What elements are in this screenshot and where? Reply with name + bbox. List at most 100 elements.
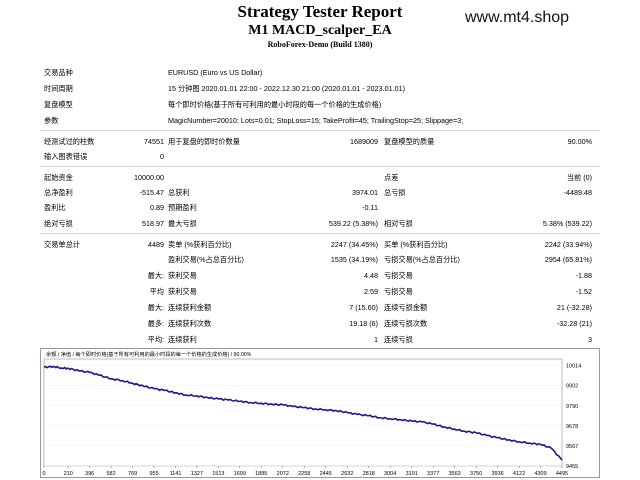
avg-loss-value: -1.52: [575, 287, 592, 296]
ticks-label: 用于复盘的即时价数量: [168, 137, 240, 146]
netprofit-value: -515.47: [139, 188, 164, 197]
broker-build: RoboForex-Demo (Build 1380): [267, 40, 373, 49]
chart-legend: 余额 / 净值 / 每个即时价格(基于所有可利用的最小时段的每一个价格的生成价格…: [46, 350, 252, 358]
cons-lossn-value: -32.28 (21): [556, 319, 592, 328]
reldd-value: 5.38% (539.22): [542, 219, 592, 228]
avg-cons-loss-label: 连续亏损: [384, 335, 413, 344]
win-label: 盈利交易(%占总百分比): [168, 255, 244, 264]
x-tick-label: 582: [106, 471, 115, 477]
x-tick-label: 3936: [491, 471, 503, 477]
x-tick-label: 769: [128, 471, 137, 477]
x-tick-label: 2818: [363, 471, 375, 477]
x-tick-label: 3004: [384, 471, 396, 477]
long-label: 买单 (%获利百分比): [384, 240, 448, 249]
mismatch-value: 0: [160, 152, 164, 161]
grossprofit-value: 3974.01: [352, 188, 378, 197]
x-tick-label: 2072: [277, 471, 289, 477]
balance-line: [43, 365, 563, 461]
cons-profit-value: 19.18 (6): [349, 319, 378, 328]
period-value: 15 分钟图 2020.01.01 22:00 - 2022.12.30 21:…: [168, 84, 405, 93]
x-tick-label: 1327: [191, 471, 203, 477]
x-tick-label: 4122: [513, 471, 525, 477]
short-value: 2247 (34.45%): [330, 240, 378, 249]
avg-label: 平均: [149, 287, 164, 296]
max-label: 最大:: [147, 271, 164, 280]
x-tick-label: 2445: [320, 471, 332, 477]
cons-wins-amt-label: 连续获利金额: [168, 303, 212, 312]
x-tick-label: 1699: [234, 471, 246, 477]
reldd-label: 相对亏损: [384, 219, 413, 228]
report-header: Strategy Tester Report M1 MACD_scalper_E…: [0, 2, 640, 51]
deposit-value: 10000.00: [134, 173, 164, 182]
x-tick-label: 3750: [470, 471, 482, 477]
divider: [40, 130, 600, 131]
bars-value: 74551: [144, 137, 164, 146]
x-tick-label: 955: [149, 471, 158, 477]
avg-win-label: 获利交易: [168, 287, 197, 296]
largest-win-label: 获利交易: [168, 271, 197, 280]
ticks-value: 1689009: [350, 137, 378, 146]
avg-cons-win-value: 1: [374, 335, 378, 344]
cons-lossn-label: 连续亏损次数: [384, 319, 428, 328]
most-label: 最多:: [147, 319, 164, 328]
avg-loss-label: 亏损交易: [384, 287, 413, 296]
divider: [40, 166, 600, 167]
watermark: www.mt4.shop: [465, 9, 570, 26]
loss-label: 亏损交易(%占总百分比): [384, 255, 460, 264]
largest-win-value: 4.48: [364, 271, 378, 280]
max2-label: 最大:: [147, 303, 164, 312]
divider: [40, 233, 600, 234]
x-tick-label: 0: [42, 471, 45, 477]
payoff-label: 预期盈利: [168, 203, 197, 212]
absdd-value: 518.97: [142, 219, 164, 228]
deposit-label: 起始资金: [44, 173, 73, 182]
spread-label: 点差: [384, 173, 399, 182]
trades-value: 4489: [148, 240, 164, 249]
x-tick-label: 1513: [212, 471, 224, 477]
y-tick-label: 9455: [566, 464, 578, 470]
y-tick-label: 9790: [566, 404, 578, 410]
model-label: 复盘模型: [44, 100, 73, 109]
cons-loss-amt-value: 21 (-32.28): [556, 303, 592, 312]
avg-cons-win-label: 连续获利: [168, 335, 197, 344]
plot-area: [43, 358, 563, 467]
absdd-label: 绝对亏损: [44, 219, 73, 228]
y-tick-label: 10014: [566, 363, 581, 369]
quality-label: 复盘模型的质量: [384, 137, 435, 146]
grossloss-label: 总亏损: [384, 188, 406, 197]
win-value: 1535 (34.19%): [330, 255, 378, 264]
params-label: 参数: [44, 116, 59, 125]
x-tick-label: 2632: [341, 471, 353, 477]
x-tick-label: 1885: [255, 471, 267, 477]
maxdd-value: 539.22 (5.38%): [328, 219, 378, 228]
mismatch-label: 输入图表错误: [44, 152, 88, 161]
x-tick-label: 3191: [406, 471, 418, 477]
avg-cons-loss-value: 3: [588, 335, 592, 344]
netprofit-label: 总净盈利: [44, 188, 73, 197]
ea-name: M1 MACD_scalper_EA: [248, 23, 392, 38]
largest-loss-value: -1.88: [575, 271, 592, 280]
short-label: 卖单 (%获利百分比): [168, 240, 232, 249]
quality-value: 90.00%: [567, 137, 592, 146]
maxdd-label: 最大亏损: [168, 219, 197, 228]
y-tick-label: 9567: [566, 444, 578, 450]
symbol-label: 交易品种: [44, 68, 73, 77]
cons-profit-label: 连续获利次数: [168, 319, 212, 328]
payoff-value: -0.11: [362, 203, 378, 212]
pf-value: 0.89: [150, 203, 164, 212]
period-label: 时间周期: [44, 84, 73, 93]
largest-loss-label: 亏损交易: [384, 271, 413, 280]
x-tick-label: 3563: [448, 471, 460, 477]
x-tick-label: 1141: [170, 471, 182, 477]
y-tick-label: 9902: [566, 384, 578, 390]
grossloss-value: -4489.48: [563, 188, 592, 197]
report-title: Strategy Tester Report: [237, 2, 403, 21]
spread-value: 当前 (0): [566, 173, 592, 182]
x-tick-label: 4309: [534, 471, 546, 477]
symbol-value: EURUSD (Euro vs US Dollar): [168, 68, 263, 77]
x-tick-label: 3377: [427, 471, 439, 477]
grossprofit-label: 总获利: [168, 188, 190, 197]
params-value: MagicNumber=20010; Lots=0.01; StopLoss=1…: [168, 116, 464, 125]
model-value: 每个即时价格(基于所有可利用的最小时段的每一个价格的生成价格): [168, 100, 382, 109]
trades-label: 交易单总计: [44, 240, 80, 249]
